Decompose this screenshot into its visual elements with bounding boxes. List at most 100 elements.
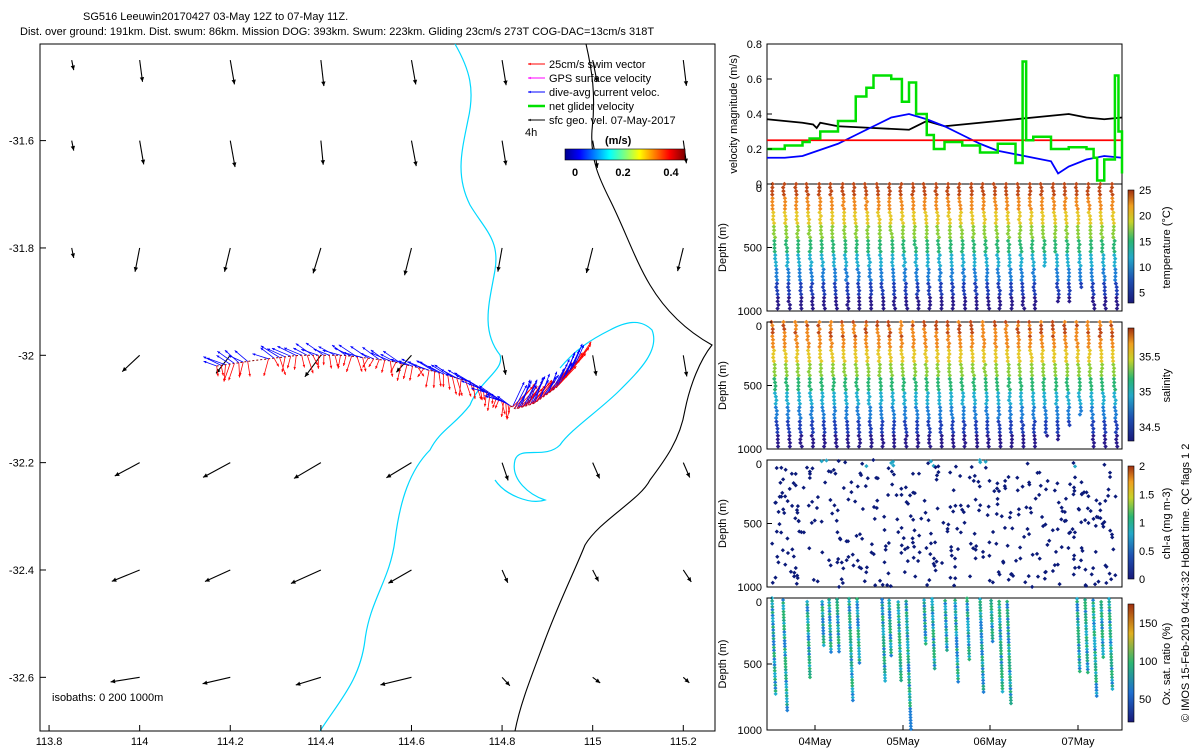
profile-point (1089, 263, 1095, 269)
swim-vector-head (317, 366, 320, 369)
profile-point (1076, 213, 1081, 219)
section-ytick-label: 1000 (738, 725, 762, 737)
dac-vector-head (370, 349, 374, 353)
dac-vector-head (567, 359, 570, 363)
dac-vector-head (318, 346, 322, 349)
profile-point (774, 281, 780, 286)
profile-point (901, 263, 907, 269)
profile-point (938, 284, 943, 290)
profile-point (1056, 288, 1061, 293)
profile-point (1054, 270, 1060, 276)
dac-vector-head (295, 343, 299, 347)
profile-point (797, 270, 802, 276)
profile-point (1009, 299, 1015, 304)
profile-point (845, 281, 850, 286)
profile-point (1031, 259, 1036, 265)
profile-point (833, 299, 839, 304)
colorbar-tick-label: 100 (1139, 656, 1157, 668)
profile-point (891, 291, 897, 297)
swim-vector (396, 363, 402, 381)
profile-point (1078, 263, 1083, 269)
profile-point (1074, 181, 1079, 187)
profile-point (1075, 206, 1081, 212)
profile-point (881, 299, 886, 304)
dac-vector (283, 347, 302, 356)
swim-vector (263, 358, 269, 377)
swim-vector (279, 357, 286, 376)
profile-point (1090, 281, 1096, 286)
geo-vector-head (295, 681, 301, 686)
dac-vector-head (581, 345, 584, 349)
profile-point (1027, 185, 1033, 190)
dac-vector-head (454, 372, 458, 376)
swim-vector-head (286, 365, 290, 369)
profile-point (985, 295, 991, 301)
profile-point (868, 302, 874, 308)
profile-point (1086, 199, 1091, 205)
profile-point (889, 259, 895, 265)
colorbar-tick-label: 5 (1139, 288, 1145, 300)
colorbar-tick-label: 2 (1139, 461, 1145, 473)
profile-point (1054, 284, 1060, 290)
profile-point (925, 263, 930, 269)
dac-vector (431, 364, 449, 376)
geo-vector-head (684, 678, 690, 683)
profile-point (1062, 203, 1068, 208)
dac-vector (295, 343, 314, 356)
map-ytick-label: -32 (18, 350, 34, 362)
velocity-series-3 (767, 60, 1124, 182)
legend-label: 25cm/s swim vector (549, 59, 646, 71)
profile-point (1064, 224, 1070, 229)
profile-point (1053, 224, 1058, 229)
profile-point (949, 263, 955, 269)
profile-point (891, 277, 896, 283)
section-colorbar (1127, 603, 1135, 723)
swim-vector-head (473, 396, 477, 400)
profile-point (984, 263, 990, 269)
colorbar-tick-label: 35.5 (1139, 351, 1160, 363)
dac-vector (548, 371, 558, 394)
profile-point (810, 306, 816, 311)
profile-point (986, 299, 991, 304)
geo-vector-head (594, 163, 599, 168)
profile-point (1039, 199, 1045, 205)
profile-point (856, 288, 862, 293)
profile-point (1054, 267, 1059, 272)
profile-point (891, 284, 897, 290)
profile-point (1064, 213, 1069, 219)
profile-point (798, 291, 804, 297)
profile-point (775, 306, 780, 311)
swim-vector-head (479, 396, 482, 400)
swim-vector-head (221, 372, 225, 376)
map-legend: 25cm/s swim vector GPS surface velocity di… (525, 59, 686, 179)
date-tick-label: 06May (973, 736, 1007, 748)
colorbar-tick-label: 10 (1139, 262, 1151, 274)
dac-vector (571, 343, 583, 369)
profile-point (810, 291, 815, 297)
dac-vector (260, 347, 275, 359)
swim-vector (306, 355, 314, 374)
swim-vector-head (337, 365, 340, 369)
geo-vector-head (595, 678, 601, 683)
profile-point (878, 274, 884, 279)
geo-vector (380, 676, 412, 686)
profile-point (821, 295, 827, 301)
geo-vector-head (290, 579, 296, 584)
swim-vector-head (390, 373, 394, 377)
profile-point (787, 302, 793, 308)
profile-point (1066, 281, 1072, 286)
dac-vector (556, 359, 570, 388)
legend-arrow-head (528, 90, 531, 94)
profile-point (972, 256, 977, 261)
dac-vector-head (408, 361, 412, 364)
profile-point (1075, 224, 1080, 229)
swim-vector-head (491, 401, 494, 404)
profile-point (1029, 227, 1034, 233)
title-line-1: SG516 Leeuwin20170427 03-May 12Z to 07-M… (83, 11, 348, 23)
swim-vector-head (402, 376, 406, 379)
profile-point (1019, 256, 1025, 261)
section-ytick-label: 500 (744, 243, 762, 255)
geo-vector (114, 462, 140, 477)
dac-vector-head (277, 346, 281, 349)
geo-vector (204, 569, 231, 583)
